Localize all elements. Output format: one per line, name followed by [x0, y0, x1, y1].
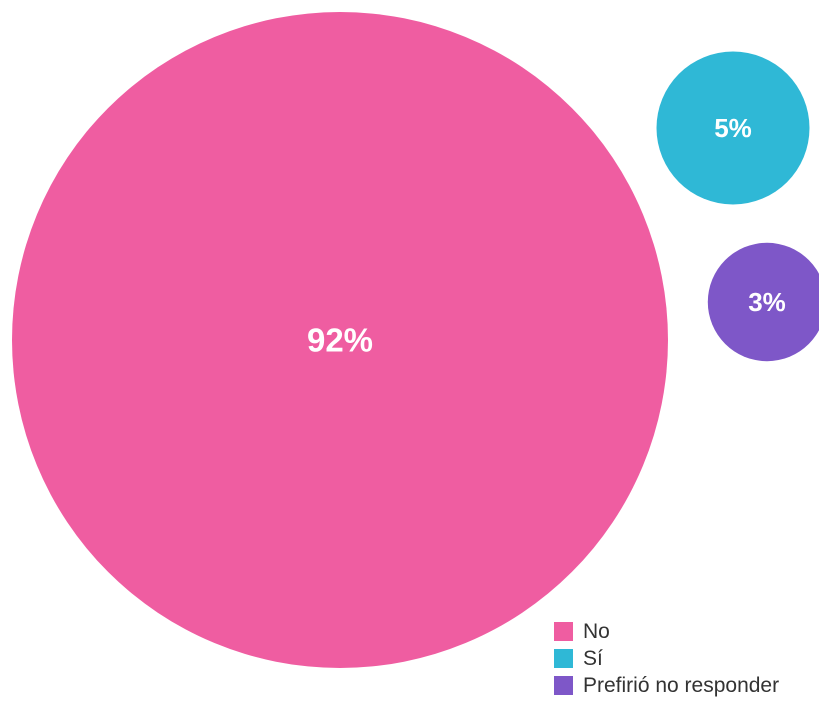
bubbles-group: 92% 5% 3%	[12, 12, 819, 668]
bubble-si	[656, 51, 810, 205]
legend-item-si: Sí	[554, 645, 779, 672]
data-label-si: 5%	[714, 113, 752, 143]
data-label-prefirio-no-responder: 3%	[748, 287, 786, 317]
legend-item-prefirio-no-responder: Prefirió no responder	[554, 672, 779, 699]
bubble-no	[12, 12, 668, 668]
data-label-no: 92%	[307, 322, 373, 359]
legend-swatch-no	[554, 622, 573, 641]
legend-item-no: No	[554, 618, 779, 645]
legend-label-prefirio-no-responder: Prefirió no responder	[583, 673, 780, 697]
legend-swatch-prefirio-no-responder	[554, 676, 573, 695]
bubble-prefirio-no-responder	[707, 242, 819, 362]
legend-label-no: No	[583, 619, 610, 643]
legend-swatch-si	[554, 649, 573, 668]
legend: No Sí Prefirió no responder	[554, 618, 779, 699]
legend-label-si: Sí	[583, 646, 603, 670]
